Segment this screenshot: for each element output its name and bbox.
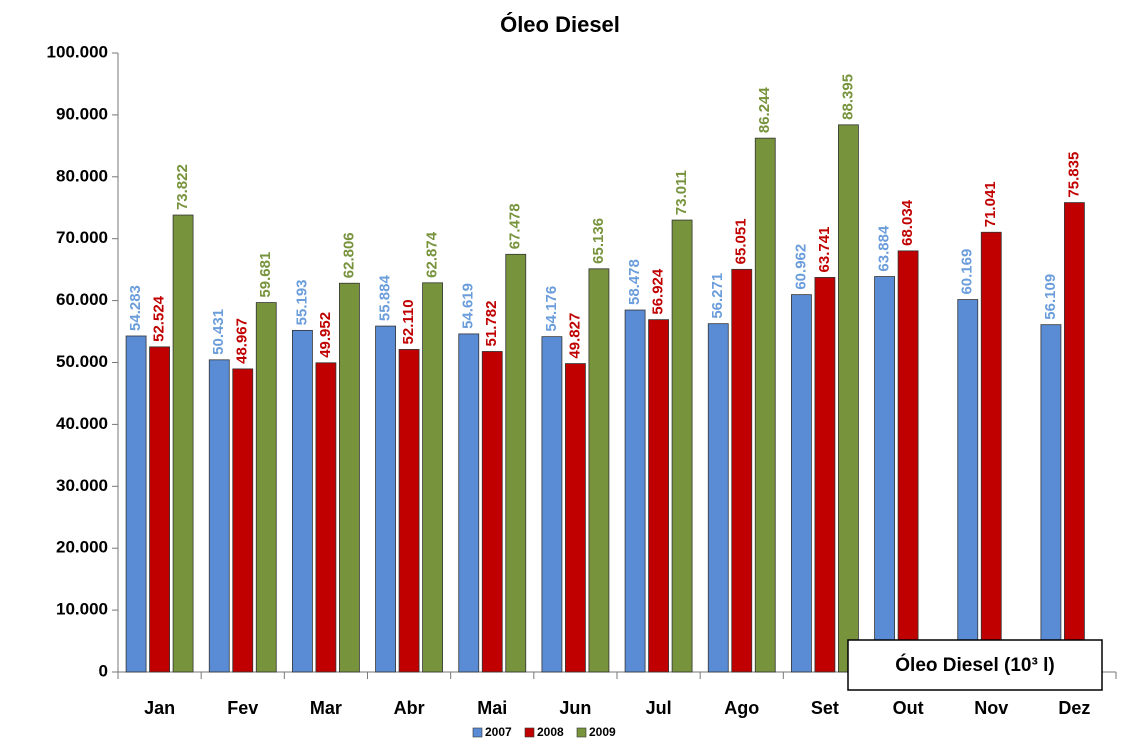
bar [671, 219, 693, 673]
x-tick-label: Fev [227, 698, 258, 718]
y-tick-label: 60.000 [56, 290, 108, 309]
y-tick-label: 70.000 [56, 228, 108, 247]
legend-label: 2008 [537, 725, 564, 739]
annotation-box [847, 639, 1103, 691]
value-label: 50.431 [210, 309, 227, 355]
value-label: 63.741 [816, 227, 833, 273]
x-tick-label: Mar [310, 698, 342, 718]
bar [648, 319, 669, 673]
value-label: 56.271 [709, 273, 726, 319]
bar [980, 231, 1002, 673]
value-label: 73.011 [673, 170, 690, 215]
value-label: 54.176 [543, 286, 560, 332]
bar [541, 336, 563, 673]
x-tick-label: Mai [477, 698, 507, 718]
bar [624, 309, 646, 673]
x-tick-label: Jul [646, 698, 672, 718]
bar [707, 323, 729, 673]
bar [125, 335, 147, 673]
bar [292, 329, 313, 673]
annotation: Óleo Diesel (10³ l) [895, 654, 1054, 676]
bar [814, 277, 836, 673]
value-label: 48.967 [234, 318, 251, 364]
y-tick-label: 50.000 [56, 352, 108, 371]
value-label: 49.952 [317, 312, 334, 358]
bar [791, 294, 812, 673]
legend-label: 2009 [589, 725, 616, 739]
legend-swatch [524, 727, 535, 738]
value-label: 51.782 [483, 301, 500, 347]
bar [1064, 202, 1085, 673]
x-tick-label: Set [811, 698, 839, 718]
chart-title: Óleo Diesel [500, 12, 620, 37]
value-label: 49.827 [566, 313, 583, 359]
value-label: 59.681 [257, 252, 274, 298]
bar [1040, 324, 1062, 673]
bar [505, 253, 527, 673]
bar [398, 349, 420, 673]
value-label: 63.884 [876, 225, 893, 272]
legend-swatch [576, 727, 587, 738]
bar [255, 302, 277, 673]
value-label: 52.110 [400, 299, 417, 344]
value-label: 75.835 [1065, 152, 1082, 198]
bar [481, 351, 503, 673]
bar [172, 214, 194, 673]
x-tick-label: Jun [559, 698, 591, 718]
value-label: 65.136 [590, 218, 607, 264]
x-tick-label: Ago [724, 698, 759, 718]
value-label: 54.619 [460, 283, 477, 329]
value-label: 60.169 [959, 249, 976, 295]
value-label: 55.884 [377, 275, 394, 322]
bar [458, 333, 480, 673]
bar [565, 363, 586, 673]
bar [208, 359, 230, 673]
x-tick-label: Jan [144, 698, 175, 718]
y-tick-label: 100.000 [47, 42, 108, 61]
value-label: 88.395 [839, 74, 856, 120]
bar [339, 282, 360, 673]
bar [731, 268, 753, 673]
value-label: 68.034 [899, 199, 916, 246]
bar [874, 276, 895, 673]
x-tick-label: Dez [1058, 698, 1090, 718]
value-label: 58.478 [626, 259, 643, 305]
bar [422, 282, 443, 673]
bar [232, 368, 254, 673]
y-tick-label: 90.000 [56, 104, 108, 123]
value-label: 56.924 [650, 268, 667, 315]
value-label: 67.478 [507, 203, 524, 249]
y-tick-label: 0 [99, 661, 108, 680]
value-label: 65.051 [733, 218, 750, 264]
x-tick-label: Abr [394, 698, 425, 718]
value-label: 73.822 [174, 164, 191, 210]
x-tick-label: Nov [974, 698, 1008, 718]
bar [315, 362, 337, 673]
y-tick-label: 80.000 [56, 166, 108, 185]
value-label: 86.244 [756, 87, 773, 134]
bar [588, 268, 610, 673]
y-tick-label: 30.000 [56, 476, 108, 495]
legend-label: 2007 [485, 725, 512, 739]
y-tick-label: 40.000 [56, 414, 108, 433]
bar [957, 299, 979, 673]
value-label: 55.193 [293, 279, 310, 325]
bar [838, 124, 859, 673]
x-tick-label: Out [893, 698, 924, 718]
bar [375, 325, 396, 673]
y-tick-label: 10.000 [56, 600, 108, 619]
value-label: 56.109 [1042, 274, 1059, 320]
value-label: 71.041 [982, 181, 999, 227]
bar [897, 250, 919, 673]
y-tick-label: 20.000 [56, 538, 108, 557]
value-label: 60.962 [792, 244, 809, 290]
legend-swatch [472, 727, 483, 738]
value-label: 52.524 [151, 295, 168, 342]
value-label: 54.283 [127, 285, 144, 331]
value-label: 62.874 [424, 231, 441, 278]
bar [149, 346, 170, 673]
bar [754, 137, 776, 673]
value-label: 62.806 [340, 232, 357, 278]
